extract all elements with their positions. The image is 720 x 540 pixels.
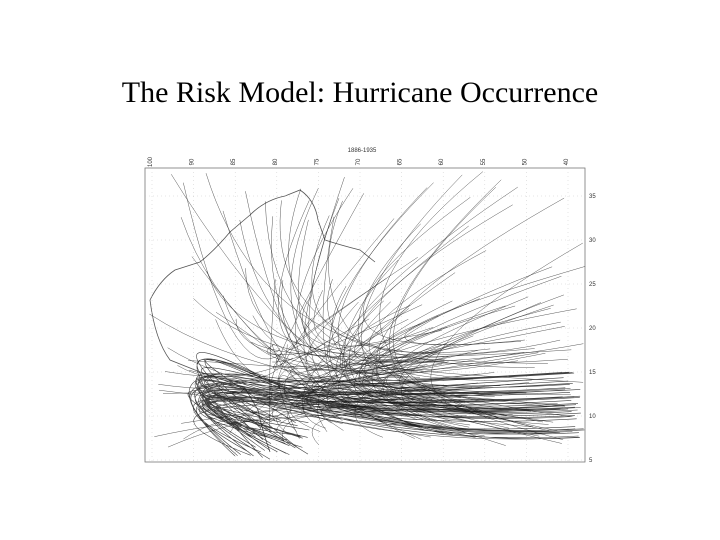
longitude-label: 55 [481,158,487,165]
latitude-label: 15 [589,370,596,376]
longitude-label: 40 [564,158,570,165]
longitude-label: 80 [273,158,279,165]
slide-title: The Risk Model: Hurricane Occurrence [121,76,599,109]
longitude-label: 70 [356,158,362,165]
latitude-label: 5 [589,458,593,464]
longitude-label: 65 [398,158,404,165]
longitude-label: 90 [190,158,196,165]
latitude-label: 35 [589,194,596,200]
latitude-label: 10 [589,414,596,420]
longitude-label: 50 [522,158,528,165]
latitude-label: 20 [589,326,596,332]
latitude-label: 25 [589,282,596,288]
longitude-label: 60 [439,158,445,165]
longitude-label: 100 [148,156,154,167]
map-header: 1886-1935 [348,148,377,154]
latitude-label: 30 [589,238,596,244]
hurricane-track-band [187,352,585,460]
longitude-label: 75 [314,158,320,165]
longitude-label: 85 [231,158,237,165]
